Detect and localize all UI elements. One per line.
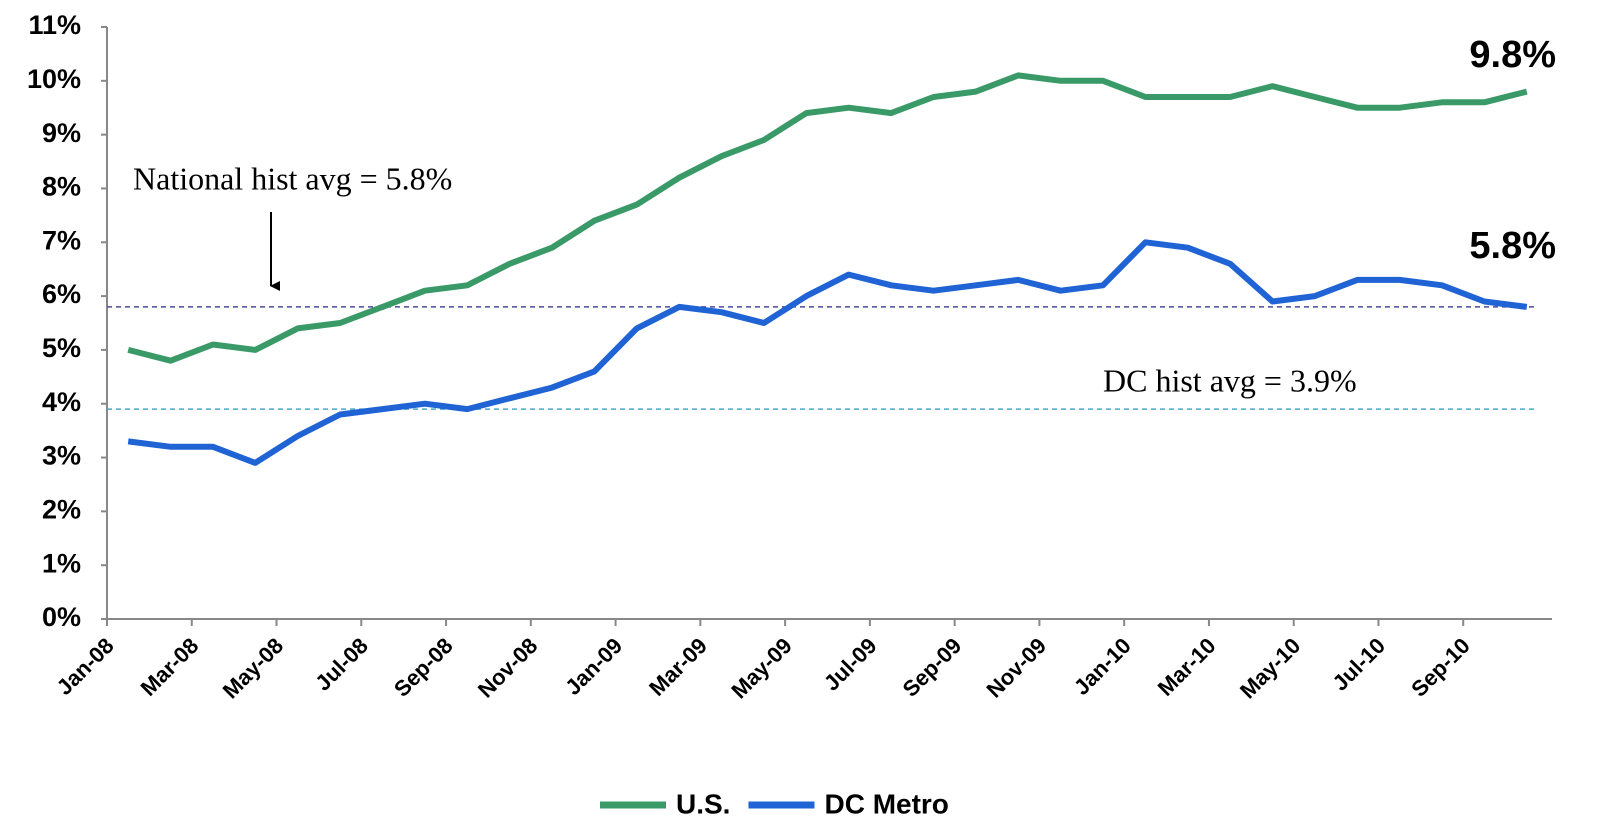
x-tick-label: May-08: [218, 633, 288, 703]
x-tick-label: Jul-08: [310, 633, 373, 696]
y-tick-label: 1%: [42, 548, 81, 578]
y-tick-label: 3%: [42, 441, 81, 471]
x-tick-label: Jul-09: [819, 633, 882, 696]
legend-label: U.S.: [676, 788, 730, 819]
x-tick-label: Mar-09: [644, 633, 712, 701]
series-line: [127, 72, 1528, 364]
x-tick-label: Mar-10: [1153, 633, 1221, 701]
x-tick-label: Jan-08: [52, 633, 119, 700]
y-tick-label: 6%: [42, 279, 81, 309]
x-tick-label: Nov-08: [473, 633, 543, 703]
x-tick-label: May-09: [726, 633, 796, 703]
end-label: 9.8%: [1469, 34, 1556, 76]
x-tick-label: Jan-09: [560, 633, 627, 700]
y-tick-label: 0%: [42, 602, 81, 632]
annotation: National hist avg = 5.8%: [133, 160, 452, 196]
y-tick-label: 4%: [42, 387, 81, 417]
x-tick-label: Sep-10: [1406, 633, 1475, 702]
x-tick-label: Mar-08: [136, 633, 204, 701]
x-tick-label: Jul-10: [1327, 633, 1390, 696]
x-tick-label: Sep-08: [389, 633, 458, 702]
x-tick-label: Jan-10: [1069, 633, 1136, 700]
end-label: 5.8%: [1469, 225, 1556, 267]
y-tick-label: 8%: [42, 172, 81, 202]
legend-label: DC Metro: [824, 788, 948, 819]
x-tick-label: May-10: [1235, 633, 1305, 703]
annotation: DC hist avg = 3.9%: [1103, 362, 1357, 398]
series-line: [127, 239, 1528, 466]
y-tick-label: 11%: [28, 10, 81, 40]
y-tick-label: 9%: [42, 118, 81, 148]
x-tick-label: Sep-09: [898, 633, 967, 702]
y-tick-label: 5%: [42, 333, 81, 363]
y-tick-label: 2%: [42, 494, 81, 524]
x-tick-label: Nov-09: [982, 633, 1052, 703]
y-tick-label: 7%: [42, 225, 81, 255]
y-tick-label: 10%: [27, 64, 81, 94]
